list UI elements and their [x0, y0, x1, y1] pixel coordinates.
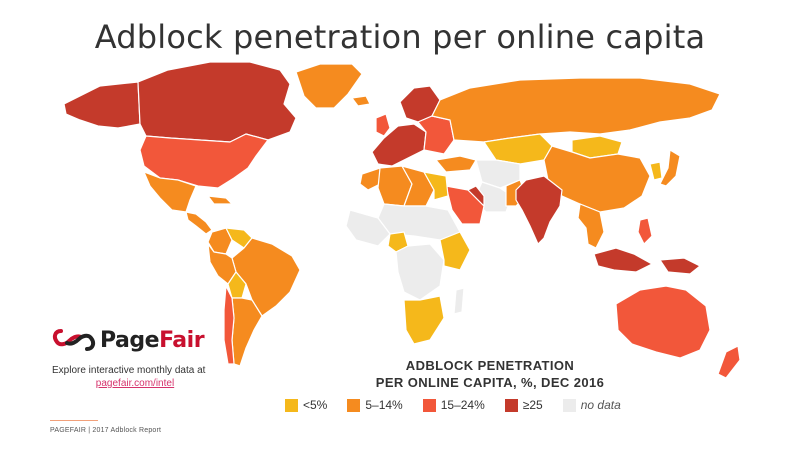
region-east-africa [439, 231, 471, 271]
region-southeast-asia [577, 203, 605, 249]
region-central-america [185, 211, 213, 235]
region-india [515, 175, 563, 245]
region-central-africa [395, 243, 445, 301]
region-united-states [139, 133, 269, 189]
legend-label-5-14: 5–14% [365, 398, 403, 412]
region-egypt [423, 171, 449, 201]
pagefair-logo[interactable]: PageFair [52, 325, 205, 355]
region-mexico [143, 171, 197, 213]
region-turkey [435, 155, 477, 173]
region-argentina [231, 297, 263, 367]
pagefair-intel-link[interactable]: pagefair.com/intel [95, 378, 175, 389]
region-philippines [637, 217, 653, 245]
legend: <5% 5–14% 15–24% ≥25 no data [285, 398, 641, 412]
legend-item-15-24: 15–24% [422, 398, 485, 412]
region-western-europe [371, 123, 427, 167]
legend-item-5-14: 5–14% [347, 398, 403, 412]
legend-item-lt5: <5% [285, 398, 327, 412]
region-madagascar [453, 287, 465, 315]
legend-label-lt5: <5% [303, 398, 328, 412]
region-australia [615, 285, 711, 359]
region-russia [431, 77, 721, 143]
footer-divider [50, 420, 98, 421]
pagefair-logo-icon [52, 329, 96, 351]
region-greenland [295, 63, 363, 109]
region-iceland [351, 95, 371, 107]
region-canada [137, 61, 297, 143]
brand-name: PageFair [100, 327, 205, 353]
map-title: Adblock penetration per online capita [94, 18, 706, 56]
legend-item-no-data: no data [562, 398, 621, 412]
region-new-zealand [717, 345, 741, 379]
legend-swatch-lt5 [285, 398, 298, 412]
legend-title-line1: ADBLOCK PENETRATION [405, 358, 575, 373]
explore-note: Explore interactive monthly data at page… [52, 364, 218, 390]
legend-swatch-no-data [562, 398, 576, 412]
brand-name-part2: Fair [159, 327, 205, 353]
legend-title: ADBLOCK PENETRATION PER ONLINE CAPITA, %… [350, 357, 630, 391]
legend-item-ge25: ≥25 [504, 398, 543, 412]
region-southern-africa [403, 295, 445, 345]
explore-text: Explore interactive monthly data at [52, 365, 206, 376]
region-korea [649, 161, 663, 181]
legend-swatch-15-24 [422, 398, 436, 412]
legend-label-no-data: no data [580, 398, 621, 412]
legend-label-15-24: 15–24% [440, 398, 485, 412]
region-china [543, 145, 651, 213]
region-gulf [467, 185, 485, 207]
legend-title-line2: PER ONLINE CAPITA, %, DEC 2016 [375, 375, 605, 390]
region-indonesia [593, 247, 653, 273]
region-alaska [63, 81, 141, 129]
region-chile [223, 285, 235, 365]
footer-credit: PAGEFAIR | 2017 Adblock Report [50, 427, 162, 434]
legend-label-ge25: ≥25 [522, 398, 543, 412]
region-west-africa [345, 209, 391, 247]
region-cuba [207, 195, 233, 205]
region-uk [375, 113, 391, 137]
region-japan [659, 149, 681, 187]
legend-swatch-ge25 [504, 398, 518, 412]
legend-swatch-5-14 [347, 398, 361, 412]
region-papua [659, 257, 701, 275]
brand-name-part1: Page [100, 327, 160, 353]
